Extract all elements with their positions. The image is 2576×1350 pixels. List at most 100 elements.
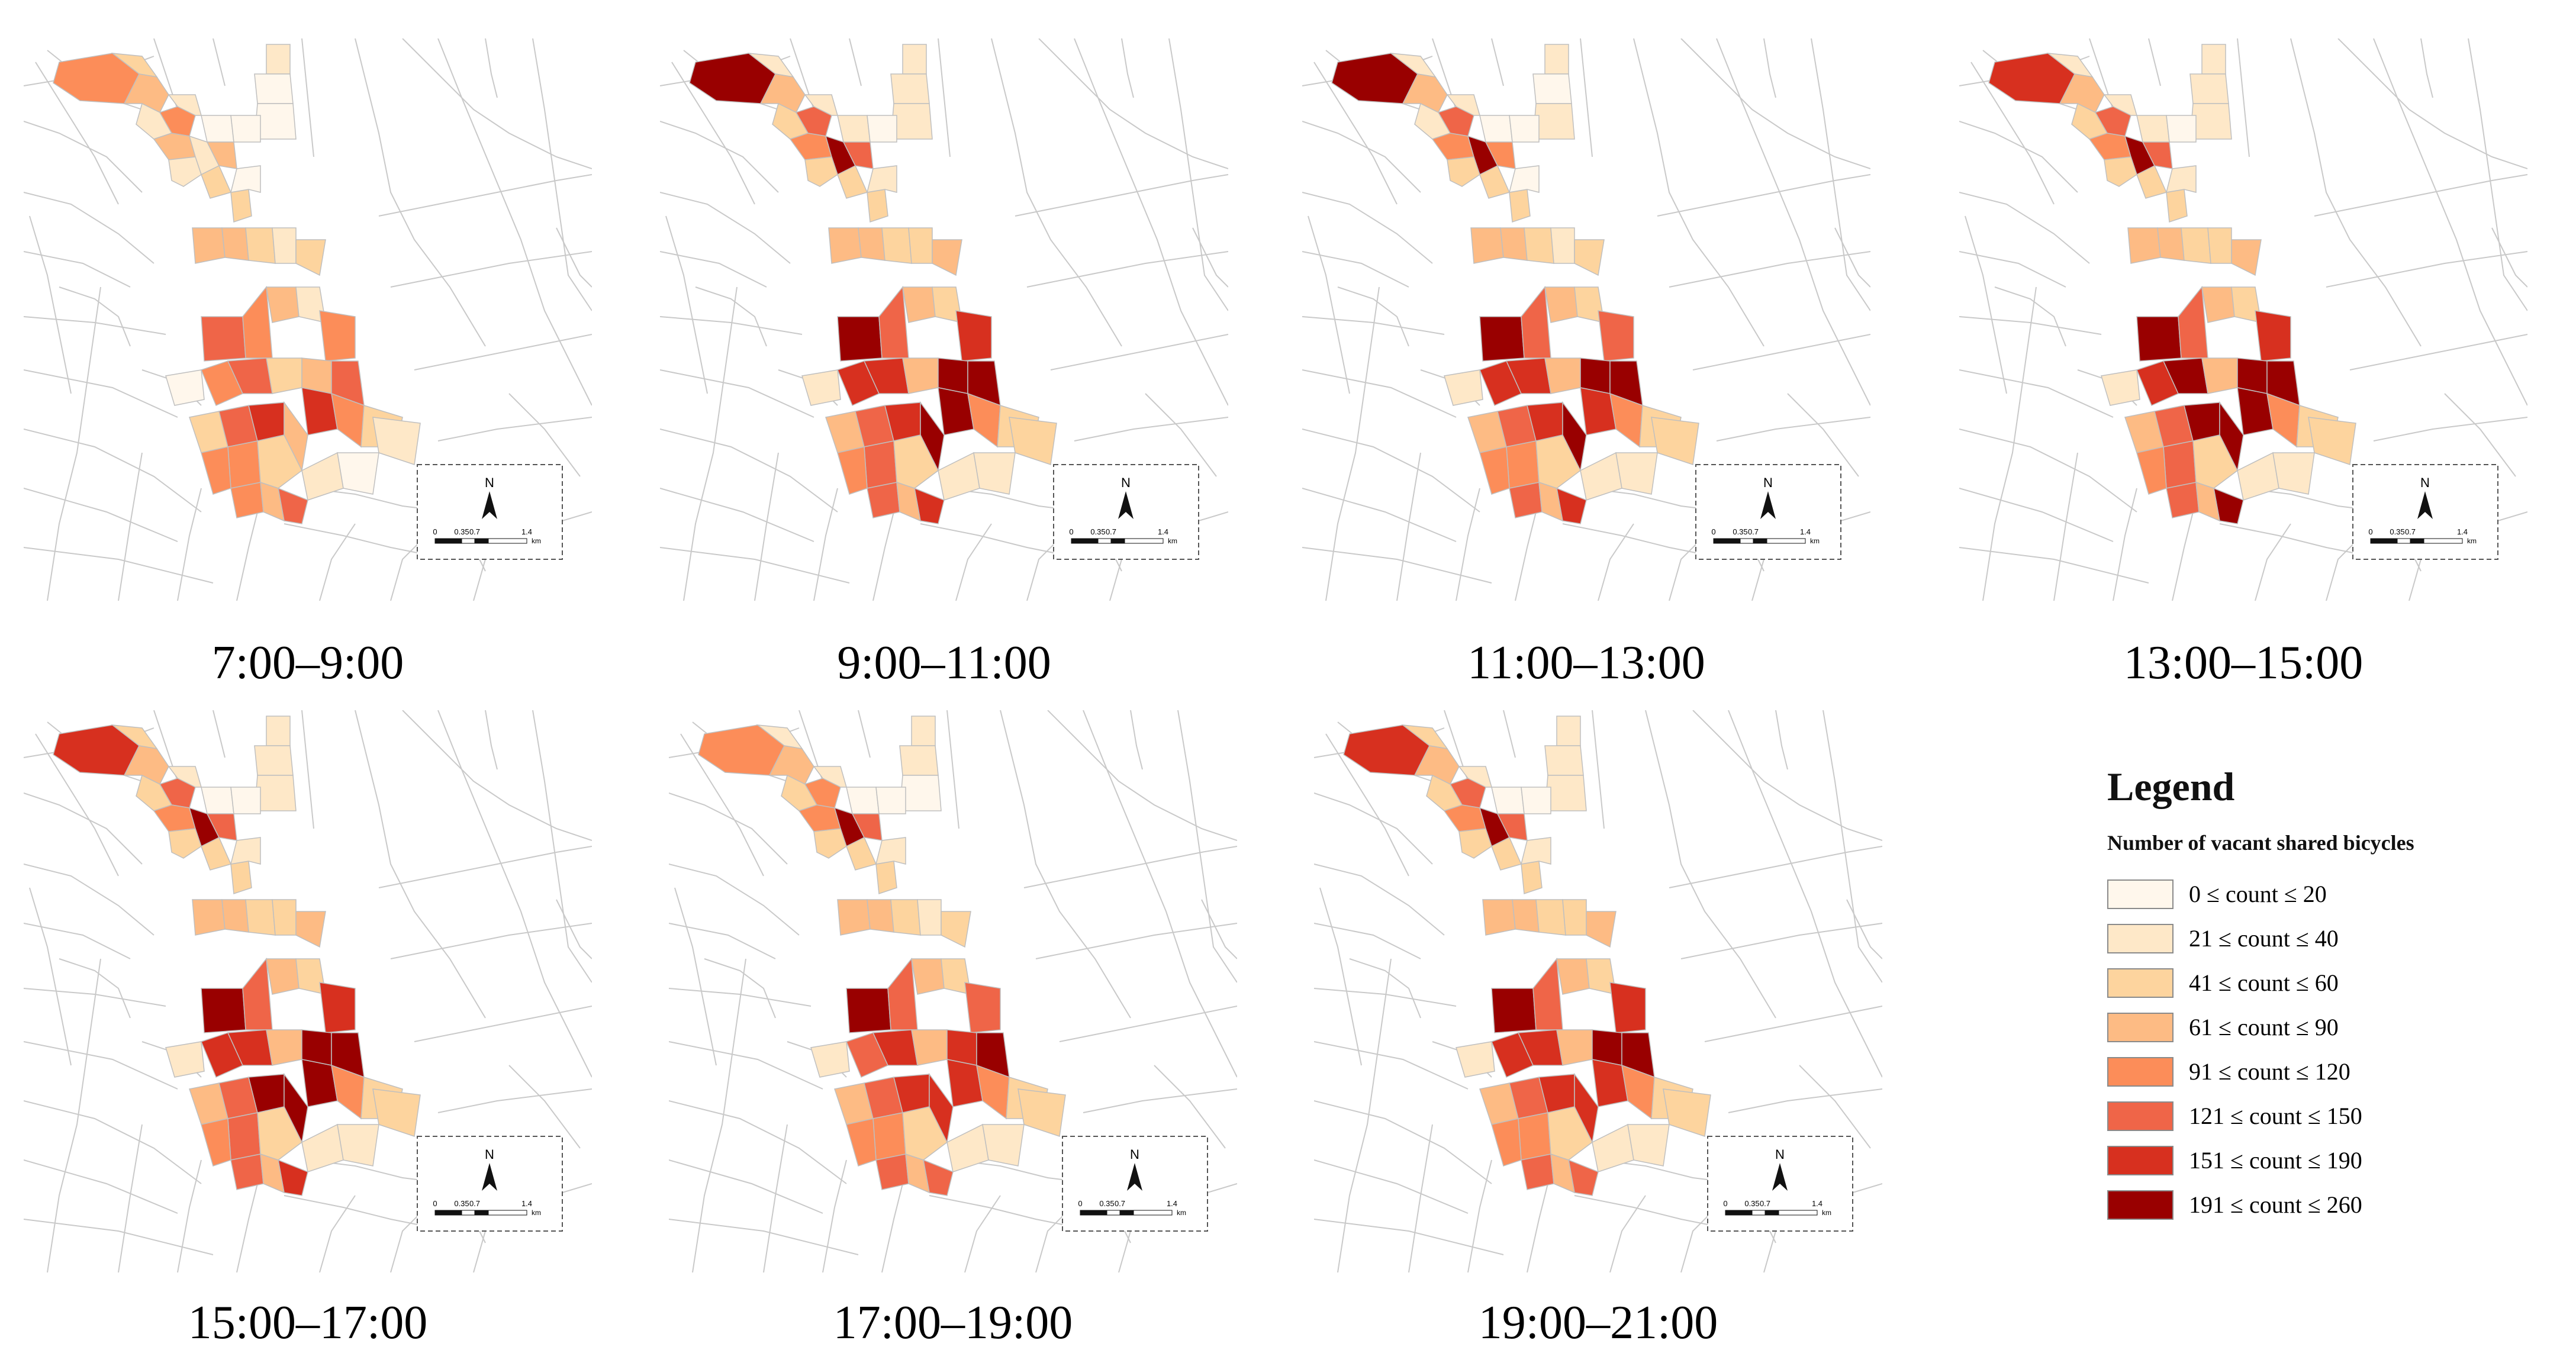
legend-label: 41 ≤ count ≤ 60 <box>2189 969 2339 996</box>
street-line <box>1154 1065 1226 1149</box>
zone-polygon <box>337 1124 379 1167</box>
scale-bar-segment <box>434 1210 462 1216</box>
street-line <box>414 334 592 370</box>
scale-bar-segment <box>488 538 527 544</box>
street-line <box>1680 38 1870 169</box>
zone-polygon <box>938 452 980 501</box>
street-line <box>1408 1124 1433 1272</box>
scale-tick-label: 0 <box>433 1199 437 1208</box>
street-line <box>671 62 755 205</box>
street-line <box>660 192 791 264</box>
scale-tick-label: 1.4 <box>521 527 532 536</box>
map-panel-4: N 0 0.35 0.7 1.4 km 13:00–15:00 <box>1959 38 2527 689</box>
street-line <box>1959 121 2078 193</box>
street-line <box>1026 251 1228 288</box>
street-line <box>1308 215 1350 394</box>
scale-tick-label: 0.35 <box>1099 1199 1114 1208</box>
street-line <box>1763 38 1776 98</box>
north-arrow-icon <box>1772 1163 1788 1191</box>
street-line <box>695 286 767 347</box>
street-line <box>1035 923 1237 959</box>
street-line <box>1970 62 2055 205</box>
street-line <box>402 710 592 841</box>
zone-polygon <box>2189 73 2229 104</box>
street-line <box>355 710 486 1019</box>
street-line <box>991 38 1122 347</box>
street-line <box>236 500 261 601</box>
street-line <box>822 1159 847 1272</box>
zone-polygon <box>2181 227 2211 264</box>
zone-polygon <box>201 316 246 362</box>
legend-swatch <box>2107 968 2174 998</box>
street-line <box>301 710 314 829</box>
zone-polygon <box>230 837 261 865</box>
map-panel-7: N 0 0.35 0.7 1.4 km 19:00–21:00 <box>1314 710 1882 1349</box>
street-line <box>1834 227 1870 288</box>
zone-polygon <box>245 899 276 936</box>
zone-polygon <box>1482 899 1516 936</box>
zone-polygon <box>372 1088 421 1137</box>
street-line <box>1023 846 1237 888</box>
map-7: N 0 0.35 0.7 1.4 km <box>1314 710 1882 1272</box>
legend-item: 151 ≤ count ≤ 190 <box>2107 1138 2522 1183</box>
zone-polygon <box>1580 452 1622 501</box>
zone-polygon <box>221 227 249 261</box>
legend-item: 191 ≤ count ≤ 260 <box>2107 1183 2522 1227</box>
scale-bar-segment <box>2423 538 2463 544</box>
street-line <box>669 1100 847 1184</box>
street-line <box>212 38 226 86</box>
street-line <box>763 1124 788 1272</box>
zone-polygon <box>230 165 261 193</box>
street-line <box>378 846 592 888</box>
zone-polygon <box>319 982 356 1033</box>
street-line <box>1680 923 1882 959</box>
legend-label: 191 ≤ count ≤ 260 <box>2189 1191 2362 1218</box>
street-line <box>680 733 764 877</box>
street-line <box>1192 227 1228 288</box>
street-line <box>2148 38 2161 86</box>
street-line <box>47 286 101 601</box>
street-line <box>858 710 871 758</box>
zone-polygon <box>837 316 883 362</box>
zone-polygon <box>837 115 871 143</box>
zone-polygon <box>168 766 202 788</box>
scale-bar-segment <box>1124 538 1164 544</box>
street-line <box>1059 1006 1237 1042</box>
zone-polygon <box>911 958 945 995</box>
street-line <box>674 887 717 1066</box>
street-line <box>2255 523 2291 601</box>
zone-polygon <box>1009 417 1057 465</box>
panel-caption: 11:00–13:00 <box>1467 637 1705 689</box>
street-line <box>1527 1171 1551 1272</box>
street-line <box>669 1219 859 1255</box>
legend-swatch <box>2107 1190 2174 1220</box>
scale-bar-segment <box>461 1210 475 1216</box>
zone-polygon <box>828 227 862 264</box>
scale-tick-label: 0.7 <box>1760 1199 1770 1208</box>
zone-polygon <box>319 310 356 362</box>
zone-polygon <box>227 1112 261 1161</box>
street-line <box>437 710 592 1078</box>
street-line <box>1314 792 1433 865</box>
street-line <box>301 38 314 157</box>
street-line <box>2337 38 2527 169</box>
street-line <box>1302 251 1409 288</box>
street-line <box>24 923 131 959</box>
street-line <box>1669 251 1870 288</box>
street-line <box>1319 887 1362 1066</box>
zone-polygon <box>893 434 939 489</box>
zone-polygon <box>165 369 205 406</box>
zone-polygon <box>201 787 234 814</box>
zone-polygon <box>153 804 196 832</box>
zone-polygon <box>1509 115 1540 143</box>
zone-polygon <box>230 189 252 223</box>
street-line <box>1337 958 1392 1272</box>
zone-polygon <box>2136 115 2170 143</box>
street-line <box>1692 334 1870 370</box>
zone-polygon <box>2231 239 2262 276</box>
zone-polygon <box>221 899 249 933</box>
street-line <box>35 62 119 205</box>
legend-label: 121 ≤ count ≤ 150 <box>2189 1103 2362 1129</box>
scale-bar-segment <box>1764 1210 1779 1216</box>
street-line <box>177 488 202 601</box>
